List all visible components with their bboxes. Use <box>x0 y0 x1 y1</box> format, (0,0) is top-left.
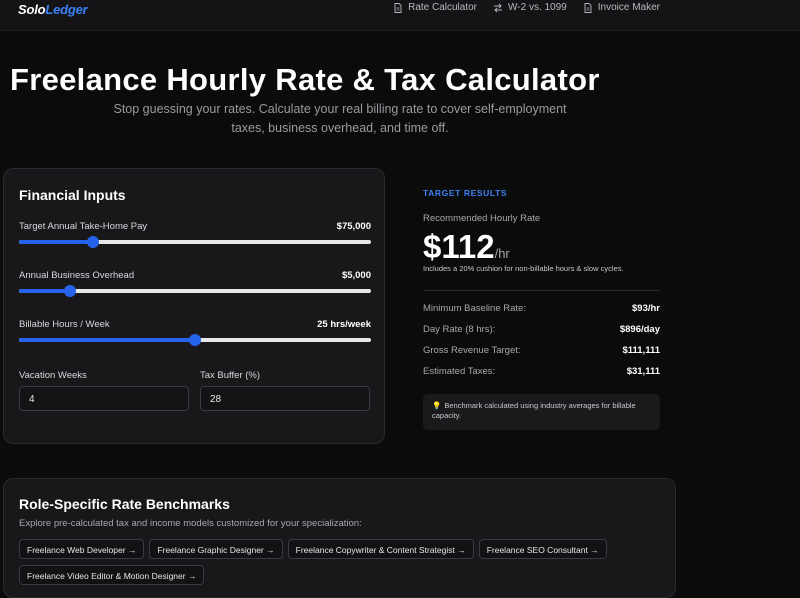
slider-value: 25 hrs/week <box>317 319 371 330</box>
slider-thumb[interactable] <box>86 236 99 248</box>
benchmark-tip: 💡 Benchmark calculated using industry ave… <box>423 394 660 430</box>
recommended-rate: $112/hr <box>423 228 660 266</box>
document-icon <box>584 2 592 13</box>
recommended-rate-note: Includes a 20% cushion for non-billable … <box>423 264 624 273</box>
result-label: Estimated Taxes: <box>423 366 496 377</box>
nav-links: Rate Calculator W-2 vs. 1099 Invoice Mak… <box>393 2 660 13</box>
brand-name-part2: Ledger <box>45 2 88 17</box>
chip-video-editor[interactable]: Freelance Video Editor & Motion Designer… <box>19 565 205 585</box>
recommended-rate-unit: /hr <box>494 246 510 261</box>
chip-seo-consultant[interactable]: Freelance SEO Consultant → <box>478 539 607 559</box>
benchmark-tip-text: Benchmark calculated using industry aver… <box>432 401 636 420</box>
vacation-weeks-input[interactable]: 4 <box>19 386 189 411</box>
result-line-estimated-taxes: Estimated Taxes: $31,111 <box>423 366 660 377</box>
lightbulb-icon: 💡 <box>432 401 442 410</box>
result-line-day-rate: Day Rate (8 hrs): $896/day <box>423 324 660 335</box>
document-icon <box>394 2 402 13</box>
brand-name-part1: Solo <box>18 2 46 17</box>
vacation-weeks-label: Vacation Weeks <box>19 370 87 381</box>
benchmarks-subtitle: Explore pre-calculated tax and income mo… <box>19 518 362 529</box>
slider-label: Annual Business Overhead <box>19 270 135 281</box>
page-title: Freelance Hourly Rate & Tax Calculator <box>10 62 600 97</box>
nav-link-w2-vs-1099[interactable]: W-2 vs. 1099 <box>493 2 567 13</box>
results-divider <box>423 290 660 291</box>
recommended-rate-label: Recommended Hourly Rate <box>423 213 541 224</box>
slider-value: $5,000 <box>341 270 371 281</box>
brand-logo[interactable]: SoloLedger <box>18 2 88 17</box>
slider-thumb[interactable] <box>64 285 77 297</box>
slider-fill <box>19 289 71 293</box>
result-value: $31,111 <box>626 366 660 377</box>
result-line-baseline: Minimum Baseline Rate: $93/hr <box>423 303 660 314</box>
chip-web-developer[interactable]: Freelance Web Developer → <box>19 539 145 559</box>
nav-link-invoice-maker[interactable]: Invoice Maker <box>583 2 660 13</box>
nav-link-label: Rate Calculator <box>408 2 478 13</box>
slider-fill <box>19 240 93 244</box>
slider-track[interactable] <box>19 334 371 346</box>
slider-track[interactable] <box>19 285 371 297</box>
result-label: Gross Revenue Target: <box>423 345 521 356</box>
result-value: $896/day <box>619 324 660 335</box>
slider-value: $75,000 <box>336 221 371 232</box>
slider-track[interactable] <box>19 236 371 248</box>
recommended-rate-value: $112 <box>423 228 495 265</box>
result-value: $93/hr <box>632 303 660 314</box>
tax-buffer-label: Tax Buffer (%) <box>200 370 261 381</box>
slider-thumb[interactable] <box>189 334 201 346</box>
nav-link-label: Invoice Maker <box>597 2 660 13</box>
slider-label: Target Annual Take-Home Pay <box>19 221 148 232</box>
result-value: $111,111 <box>622 345 660 356</box>
page-subtitle: Stop guessing your rates. Calculate your… <box>113 102 567 135</box>
benchmarks-title: Role-Specific Rate Benchmarks <box>19 496 230 512</box>
results-heading: TARGET RESULTS <box>423 188 508 198</box>
benchmarks-card: Role-Specific Rate Benchmarks Explore pr… <box>3 478 676 598</box>
result-label: Day Rate (8 hrs): <box>423 324 496 335</box>
top-nav: SoloLedger Rate Calculator W-2 vs. 1099 … <box>0 0 800 31</box>
nav-link-rate-calculator[interactable]: Rate Calculator <box>393 2 477 13</box>
financial-inputs-card: Financial Inputs Target Annual Take-Home… <box>3 168 385 444</box>
chip-copywriter[interactable]: Freelance Copywriter & Content Strategis… <box>287 539 474 559</box>
result-line-gross-revenue: Gross Revenue Target: $111,111 <box>423 345 660 356</box>
slider-label: Billable Hours / Week <box>19 319 110 330</box>
benchmark-chips: Freelance Web Developer → Freelance Grap… <box>19 539 669 585</box>
swap-arrows-icon <box>494 3 503 12</box>
nav-link-label: W-2 vs. 1099 <box>508 2 567 13</box>
tax-buffer-input[interactable]: 28 <box>200 386 370 411</box>
slider-fill <box>19 338 195 342</box>
card-title: Financial Inputs <box>19 187 126 203</box>
result-label: Minimum Baseline Rate: <box>423 303 526 314</box>
chip-graphic-designer[interactable]: Freelance Graphic Designer → <box>149 539 283 559</box>
